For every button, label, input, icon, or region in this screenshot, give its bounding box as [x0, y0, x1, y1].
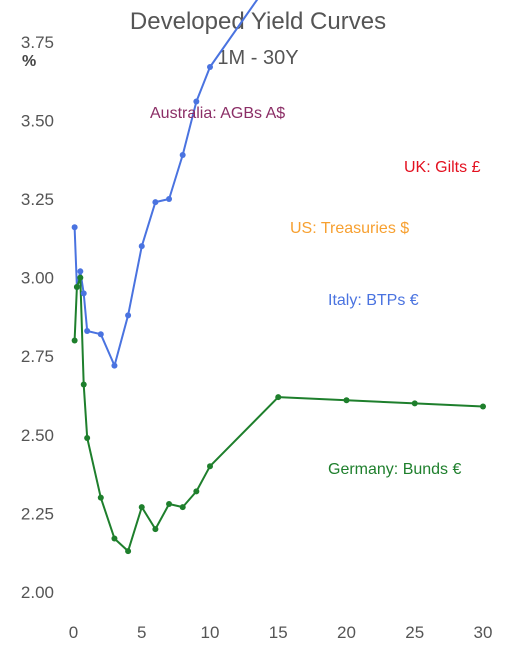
x-tick-label: 25 [405, 623, 424, 642]
data-point-germany [71, 337, 78, 344]
y-tick-label: 3.25 [21, 190, 54, 209]
data-point-germany [152, 526, 159, 533]
y-tick-label: 3.00 [21, 269, 54, 288]
x-tick-label: 20 [337, 623, 356, 642]
data-point-italy [77, 268, 84, 275]
data-point-germany [125, 548, 132, 555]
series-label-australia: Australia: AGBs A$ [150, 105, 285, 122]
y-axis-unit-label: % [22, 53, 36, 70]
y-tick-label: 3.50 [21, 111, 54, 130]
data-point-italy [193, 98, 200, 105]
data-point-germany [84, 434, 91, 441]
x-tick-label: 10 [201, 623, 220, 642]
chart-title: Developed Yield Curves [130, 8, 386, 35]
data-point-germany [138, 504, 145, 511]
data-point-italy [71, 224, 78, 231]
y-tick-label: 2.75 [21, 347, 54, 366]
x-tick-label: 0 [69, 623, 78, 642]
x-tick-label: 30 [474, 623, 493, 642]
data-point-italy [179, 151, 186, 158]
chart-subtitle: 1M - 30Y [217, 47, 298, 69]
data-point-germany [207, 463, 213, 470]
series-lines [73, 0, 484, 553]
y-tick-label: 2.25 [21, 504, 54, 523]
series-labels: Australia: AGBs A$ UK: Gilts £ US: Treas… [150, 105, 481, 478]
series-label-uk: UK: Gilts £ [404, 159, 481, 176]
series-line-germany [73, 276, 484, 553]
y-axis-ticks: 2.002.252.502.753.003.253.503.754.004.25… [21, 33, 54, 602]
data-point-germany [275, 394, 282, 401]
data-point-germany [80, 381, 87, 388]
x-tick-label: 15 [269, 623, 288, 642]
x-tick-label: 5 [137, 623, 146, 642]
series-line-italy [73, 0, 259, 367]
data-point-italy [166, 196, 173, 202]
series-label-italy: Italy: BTPs € [328, 292, 419, 309]
y-tick-label: 2.00 [21, 583, 54, 602]
data-point-italy [84, 328, 91, 335]
data-point-italy [207, 63, 213, 70]
data-point-italy [80, 290, 87, 297]
data-point-italy [111, 362, 118, 369]
data-point-germany [480, 403, 486, 410]
data-point-italy [97, 331, 104, 338]
data-point-italy [152, 199, 159, 206]
series-label-us: US: Treasuries $ [290, 220, 409, 237]
data-point-germany [343, 397, 350, 404]
data-point-italy [138, 243, 145, 250]
data-point-italy [125, 312, 132, 319]
data-point-germany [193, 488, 200, 495]
data-point-germany [97, 494, 104, 501]
series-label-germany: Germany: Bunds € [328, 461, 462, 478]
data-point-germany [111, 535, 118, 542]
y-tick-label: 2.50 [21, 426, 54, 445]
series-points [71, 63, 486, 555]
data-point-germany [73, 284, 80, 291]
data-point-germany [77, 274, 84, 281]
data-point-germany [179, 504, 186, 511]
data-point-germany [166, 500, 173, 507]
data-point-germany [411, 400, 418, 407]
y-tick-label: 3.75 [21, 33, 54, 52]
x-axis-ticks: 0 5 10 15 20 25 30 [69, 623, 493, 642]
